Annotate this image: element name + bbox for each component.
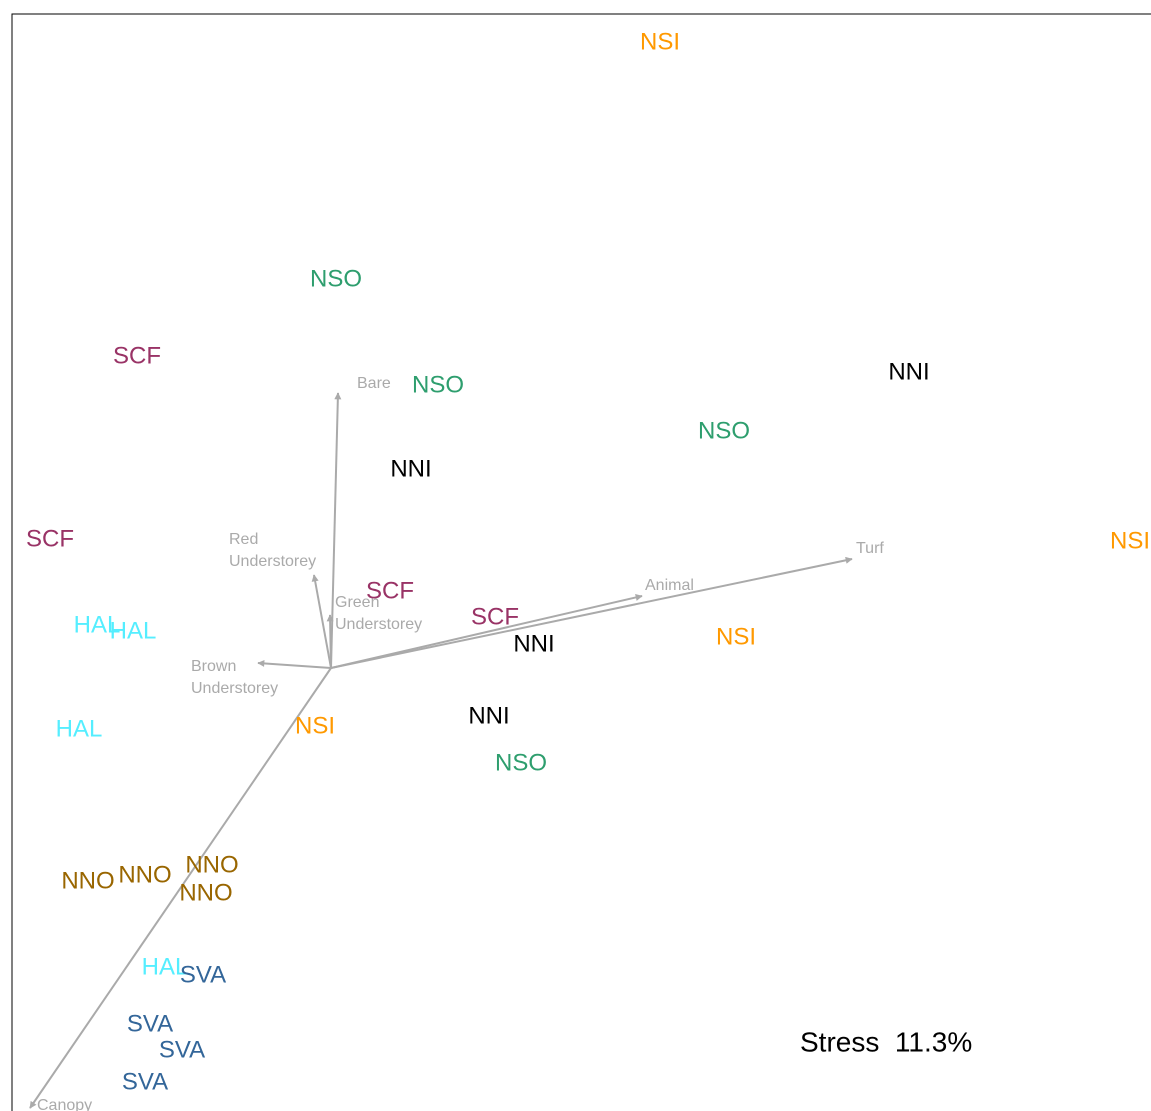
vector-label: Canopy	[37, 1097, 92, 1111]
plot-frame	[11, 13, 1151, 1111]
vector-label: Understorey	[229, 553, 316, 570]
site-label: NSO	[698, 417, 750, 444]
biplot-vector	[330, 392, 342, 669]
stress-annotation: Stress 11.3%	[800, 1026, 972, 1057]
site-label: NSO	[310, 265, 362, 292]
vector-label: Understorey	[191, 680, 278, 697]
vector-label: Bare	[357, 375, 391, 392]
site-label: NSO	[412, 371, 464, 398]
vector-label: Brown	[191, 658, 236, 675]
biplot-vector	[330, 556, 853, 669]
site-label: SVA	[127, 1010, 173, 1037]
site-label: NNI	[513, 630, 554, 657]
site-label: HAL	[74, 611, 121, 638]
site-label: NNO	[118, 861, 171, 888]
site-label: NNI	[888, 358, 929, 385]
site-label: NSI	[640, 28, 680, 55]
site-label: NNO	[185, 851, 238, 878]
site-label: NSI	[716, 623, 756, 650]
biplot-vector	[326, 614, 334, 669]
site-label: NSO	[495, 749, 547, 776]
site-label: NNO	[61, 867, 114, 894]
site-label: HAL	[110, 617, 157, 644]
site-label: NNO	[179, 879, 232, 906]
site-label: HAL	[56, 715, 103, 742]
site-label: SCF	[366, 577, 414, 604]
site-label: NNI	[468, 702, 509, 729]
site-label: NNI	[390, 455, 431, 482]
site-label: NSI	[1110, 527, 1150, 554]
vector-label: Red	[229, 531, 258, 548]
vector-label: Understorey	[335, 616, 422, 633]
biplot-vector	[257, 659, 332, 669]
site-label: SCF	[26, 525, 74, 552]
biplot-vector	[311, 574, 332, 669]
site-label: SCF	[113, 342, 161, 369]
site-label: SCF	[471, 603, 519, 630]
site-label: NSI	[295, 712, 335, 739]
vector-label: Green	[335, 594, 379, 611]
site-label: HAL	[142, 953, 189, 980]
vector-label: Turf	[856, 540, 884, 557]
site-label: SVA	[180, 961, 226, 988]
biplot-vector	[29, 667, 332, 1109]
site-label: SVA	[122, 1068, 168, 1095]
site-label: SVA	[159, 1036, 205, 1063]
biplot-vector	[330, 594, 643, 669]
vector-label: Animal	[645, 577, 694, 594]
